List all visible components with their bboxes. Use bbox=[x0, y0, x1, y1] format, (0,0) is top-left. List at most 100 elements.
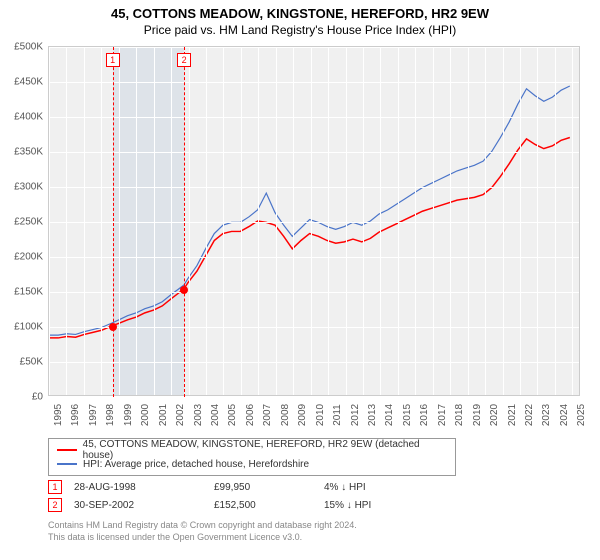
gridline-v bbox=[311, 47, 312, 395]
gridline-h bbox=[49, 327, 579, 328]
footer-line1: Contains HM Land Registry data © Crown c… bbox=[48, 520, 357, 532]
marker-dot bbox=[109, 323, 117, 331]
gridline-h bbox=[49, 397, 579, 398]
x-tick-label: 2000 bbox=[136, 404, 151, 426]
y-tick-label: £300K bbox=[14, 182, 49, 193]
x-tick-label: 2019 bbox=[468, 404, 483, 426]
y-tick-label: £200K bbox=[14, 252, 49, 263]
x-tick-label: 2018 bbox=[450, 404, 465, 426]
gridline-v bbox=[171, 47, 172, 395]
transaction-price: £99,950 bbox=[214, 482, 324, 493]
y-tick-label: £450K bbox=[14, 77, 49, 88]
chart-title: 45, COTTONS MEADOW, KINGSTONE, HEREFORD,… bbox=[0, 0, 600, 21]
gridline-v bbox=[555, 47, 556, 395]
y-tick-label: £0 bbox=[32, 392, 49, 403]
x-tick-label: 2016 bbox=[415, 404, 430, 426]
transaction-marker: 1 bbox=[48, 480, 62, 494]
gridline-v bbox=[468, 47, 469, 395]
x-tick-label: 2020 bbox=[485, 404, 500, 426]
gridline-v bbox=[415, 47, 416, 395]
footer-line2: This data is licensed under the Open Gov… bbox=[48, 532, 357, 544]
y-tick-label: £50K bbox=[20, 357, 49, 368]
gridline-v bbox=[363, 47, 364, 395]
legend-item: 45, COTTONS MEADOW, KINGSTONE, HEREFORD,… bbox=[57, 443, 447, 457]
gridline-v bbox=[241, 47, 242, 395]
x-tick-label: 2021 bbox=[503, 404, 518, 426]
y-tick-label: £250K bbox=[14, 217, 49, 228]
gridline-v bbox=[572, 47, 573, 395]
x-tick-label: 2015 bbox=[398, 404, 413, 426]
gridline-v bbox=[84, 47, 85, 395]
x-tick-label: 2007 bbox=[258, 404, 273, 426]
y-tick-label: £400K bbox=[14, 112, 49, 123]
marker-box: 2 bbox=[177, 53, 191, 67]
gridline-h bbox=[49, 222, 579, 223]
x-tick-label: 2005 bbox=[223, 404, 238, 426]
marker-dot bbox=[180, 286, 188, 294]
gridline-h bbox=[49, 292, 579, 293]
x-tick-label: 2006 bbox=[241, 404, 256, 426]
x-tick-label: 2003 bbox=[189, 404, 204, 426]
x-tick-label: 2011 bbox=[328, 404, 343, 426]
legend-label: HPI: Average price, detached house, Here… bbox=[83, 459, 309, 470]
gridline-v bbox=[206, 47, 207, 395]
transaction-date: 30-SEP-2002 bbox=[74, 500, 214, 511]
marker-line bbox=[113, 47, 114, 397]
gridline-v bbox=[293, 47, 294, 395]
chart-subtitle: Price paid vs. HM Land Registry's House … bbox=[0, 21, 600, 41]
x-tick-label: 2025 bbox=[572, 404, 587, 426]
x-tick-label: 2013 bbox=[363, 404, 378, 426]
gridline-v bbox=[223, 47, 224, 395]
y-tick-label: £500K bbox=[14, 42, 49, 53]
x-tick-label: 1996 bbox=[66, 404, 81, 426]
legend-swatch bbox=[57, 449, 77, 451]
x-tick-label: 2014 bbox=[380, 404, 395, 426]
gridline-v bbox=[66, 47, 67, 395]
gridline-h bbox=[49, 187, 579, 188]
gridline-h bbox=[49, 47, 579, 48]
chart-container: 45, COTTONS MEADOW, KINGSTONE, HEREFORD,… bbox=[0, 0, 600, 560]
x-tick-label: 2001 bbox=[154, 404, 169, 426]
gridline-v bbox=[189, 47, 190, 395]
footer: Contains HM Land Registry data © Crown c… bbox=[48, 520, 357, 543]
x-tick-label: 2008 bbox=[276, 404, 291, 426]
legend-swatch bbox=[57, 463, 77, 465]
transaction-marker: 2 bbox=[48, 498, 62, 512]
gridline-v bbox=[398, 47, 399, 395]
transaction-price: £152,500 bbox=[214, 500, 324, 511]
x-tick-label: 1999 bbox=[119, 404, 134, 426]
gridline-v bbox=[346, 47, 347, 395]
x-tick-label: 2012 bbox=[346, 404, 361, 426]
x-tick-label: 2024 bbox=[555, 404, 570, 426]
marker-line bbox=[184, 47, 185, 397]
x-tick-label: 2017 bbox=[433, 404, 448, 426]
gridline-v bbox=[485, 47, 486, 395]
transactions-table: 128-AUG-1998£99,9504% ↓ HPI230-SEP-2002£… bbox=[48, 478, 404, 514]
x-tick-label: 2023 bbox=[537, 404, 552, 426]
x-tick-label: 2002 bbox=[171, 404, 186, 426]
gridline-v bbox=[154, 47, 155, 395]
chart-svg bbox=[49, 47, 579, 395]
gridline-v bbox=[380, 47, 381, 395]
x-tick-label: 2010 bbox=[311, 404, 326, 426]
gridline-v bbox=[258, 47, 259, 395]
x-tick-label: 2004 bbox=[206, 404, 221, 426]
gridline-v bbox=[101, 47, 102, 395]
legend: 45, COTTONS MEADOW, KINGSTONE, HEREFORD,… bbox=[48, 438, 456, 476]
gridline-h bbox=[49, 152, 579, 153]
transaction-pct: 4% ↓ HPI bbox=[324, 482, 404, 493]
gridline-v bbox=[433, 47, 434, 395]
x-tick-label: 2022 bbox=[520, 404, 535, 426]
y-tick-label: £100K bbox=[14, 322, 49, 333]
gridline-v bbox=[119, 47, 120, 395]
x-tick-label: 1998 bbox=[101, 404, 116, 426]
plot-area: £0£50K£100K£150K£200K£250K£300K£350K£400… bbox=[48, 46, 580, 396]
gridline-h bbox=[49, 82, 579, 83]
gridline-v bbox=[136, 47, 137, 395]
gridline-v bbox=[520, 47, 521, 395]
x-tick-label: 1997 bbox=[84, 404, 99, 426]
gridline-h bbox=[49, 362, 579, 363]
gridline-v bbox=[49, 47, 50, 395]
gridline-v bbox=[503, 47, 504, 395]
marker-box: 1 bbox=[106, 53, 120, 67]
